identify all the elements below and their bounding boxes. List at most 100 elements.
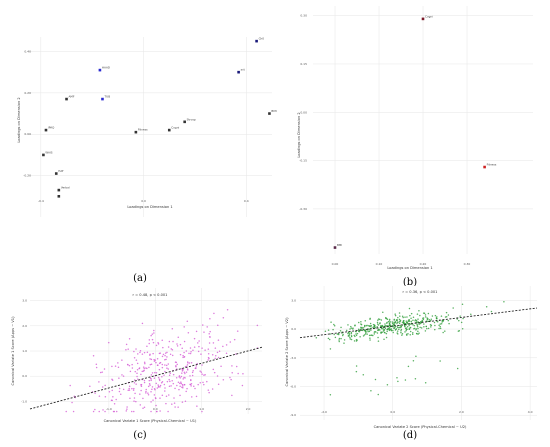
data-point xyxy=(231,394,233,397)
data-point xyxy=(343,339,346,341)
data-point xyxy=(430,318,433,320)
y-tick-label: 0.0 xyxy=(22,374,27,378)
data-point xyxy=(392,329,394,332)
data-point xyxy=(415,355,417,358)
data-point xyxy=(398,312,401,314)
data-point xyxy=(133,410,135,413)
data-point xyxy=(384,327,387,330)
data-point xyxy=(146,345,148,347)
data-point xyxy=(420,327,423,329)
data-point xyxy=(365,331,367,334)
data-point xyxy=(217,324,219,327)
data-point xyxy=(333,333,335,336)
data-point xyxy=(414,378,417,380)
data-point xyxy=(376,323,379,325)
data-point xyxy=(414,319,417,321)
data-point xyxy=(235,365,238,368)
data-point xyxy=(128,387,130,390)
data-point xyxy=(430,326,432,328)
data-point xyxy=(402,321,405,323)
data-point xyxy=(368,334,371,337)
data-point xyxy=(405,320,408,322)
data-point xyxy=(145,390,147,393)
data-point xyxy=(398,328,400,331)
data-point xyxy=(377,318,380,320)
data-label: WAIS xyxy=(45,150,52,154)
data-point xyxy=(327,337,330,340)
data-point xyxy=(447,319,450,322)
data-point xyxy=(165,358,167,361)
data-point xyxy=(255,39,258,43)
data-point xyxy=(98,381,100,383)
data-point xyxy=(220,365,222,367)
data-point xyxy=(374,326,377,329)
data-point xyxy=(179,343,182,346)
data-point xyxy=(117,366,120,369)
data-point xyxy=(410,312,413,315)
data-point xyxy=(353,340,356,342)
data-point xyxy=(352,328,354,330)
data-point xyxy=(165,364,168,367)
data-point xyxy=(99,371,102,374)
data-point xyxy=(121,359,123,361)
data-point xyxy=(438,327,440,330)
x-tick-label: 4.0 xyxy=(528,410,533,414)
data-point xyxy=(268,112,271,115)
data-point xyxy=(405,329,407,332)
data-point xyxy=(198,345,200,348)
data-point xyxy=(404,327,407,330)
data-point xyxy=(176,384,178,387)
data-point xyxy=(440,323,443,325)
x-axis-label: Loadings on Dimension 1 xyxy=(387,266,432,270)
data-point xyxy=(65,97,68,101)
data-point xyxy=(460,321,463,324)
data-point xyxy=(337,333,340,336)
data-point xyxy=(161,394,164,396)
data-point xyxy=(127,348,129,350)
data-point xyxy=(203,374,205,376)
data-point xyxy=(186,368,189,370)
data-point xyxy=(411,333,414,335)
data-point xyxy=(412,360,415,362)
data-point xyxy=(439,327,442,330)
data-point xyxy=(150,374,153,376)
data-point xyxy=(459,315,461,317)
data-label: Verbal xyxy=(61,186,70,190)
data-point xyxy=(153,377,156,379)
y-axis-label: Loadings on Dimension 2 xyxy=(17,97,21,142)
x-tick-label: 0.20 xyxy=(420,262,427,266)
data-point xyxy=(135,348,137,350)
data-point xyxy=(164,354,166,357)
data-point xyxy=(188,352,190,355)
data-point xyxy=(388,320,391,322)
data-point xyxy=(366,324,368,327)
data-point xyxy=(181,401,184,403)
y-axis-label: Canonical Variate 1 Score (Apps ~ V1) xyxy=(11,316,15,386)
data-point xyxy=(369,322,372,325)
data-point xyxy=(164,364,166,366)
data-point xyxy=(401,315,404,318)
data-point xyxy=(355,340,358,342)
data-point xyxy=(94,392,96,394)
data-point xyxy=(483,165,486,169)
data-point xyxy=(135,400,137,403)
data-point xyxy=(416,325,419,328)
data-point xyxy=(156,387,159,389)
data-point xyxy=(392,331,394,334)
data-point xyxy=(122,388,125,391)
data-point xyxy=(396,330,399,332)
data-point xyxy=(398,322,401,324)
data-point xyxy=(417,330,419,333)
data-point xyxy=(412,319,414,322)
data-point xyxy=(427,312,430,315)
data-point xyxy=(368,330,371,333)
data-point xyxy=(452,307,454,309)
data-point xyxy=(186,364,189,366)
data-point xyxy=(204,373,206,376)
data-point xyxy=(369,339,371,341)
data-point xyxy=(176,345,179,347)
data-point xyxy=(173,402,176,404)
data-point xyxy=(448,322,450,325)
data-point xyxy=(410,317,412,319)
data-point xyxy=(161,375,163,378)
